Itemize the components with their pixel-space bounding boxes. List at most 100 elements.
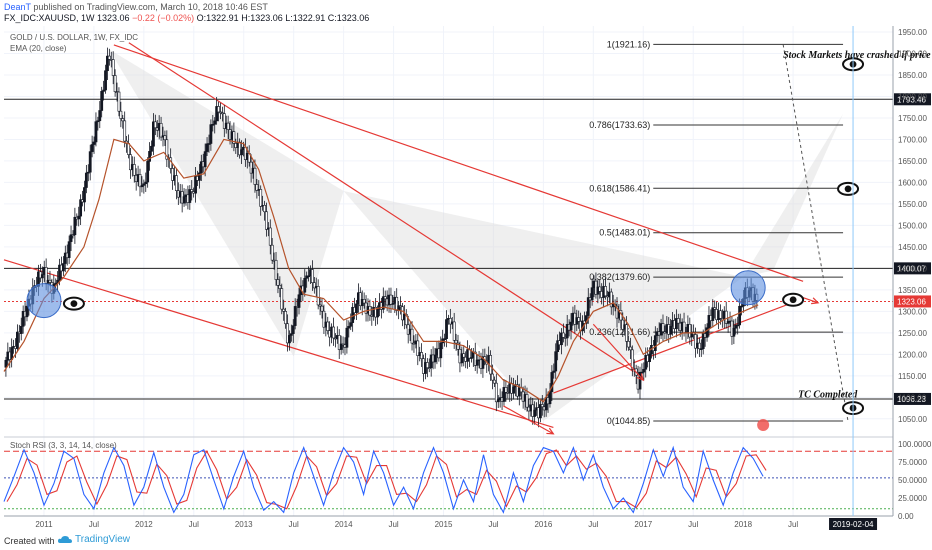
candle-body [473, 351, 477, 366]
arrow-shaft [592, 323, 644, 381]
y-tick-label: 1350.00 [898, 286, 927, 295]
trendlines [3, 42, 804, 428]
candle-body [226, 122, 230, 130]
candle-body [194, 176, 197, 194]
candle-body [107, 55, 111, 60]
candle-body [609, 291, 613, 308]
candle-body [255, 184, 259, 191]
candle-body [661, 323, 665, 332]
candle-body [410, 328, 414, 344]
candle-body [153, 121, 157, 129]
candle-body [86, 171, 90, 174]
candle-body [462, 353, 466, 358]
candle-body [316, 286, 320, 306]
candle-body [119, 110, 123, 119]
candle-body [697, 342, 701, 350]
date-badge [829, 518, 878, 530]
price-chart[interactable]: 1793.46 1400.07 1096.23 1323.06 1(1921.16) 0… [0, 26, 932, 531]
candle-body [220, 112, 224, 115]
candle-body [326, 321, 330, 331]
author-link[interactable]: DeanT [4, 2, 31, 12]
candle-body [420, 352, 424, 360]
fib-level-label: 0.618(1586.41) [589, 183, 650, 193]
candle-body [92, 141, 96, 145]
candle-body [590, 287, 594, 301]
candle-body [502, 387, 506, 402]
candle-body [711, 307, 715, 321]
level-tag-label: 1096.23 [897, 395, 926, 404]
candle-body [688, 324, 692, 338]
y-tick-label: 1200.00 [898, 350, 927, 359]
tradingview-brand[interactable]: TradingView [58, 534, 130, 545]
candle-body [100, 91, 104, 111]
candle-body [190, 189, 194, 192]
candle-body [320, 305, 324, 312]
candle-body [307, 275, 310, 278]
candle-body [644, 355, 648, 370]
publish-info: published on TradingView.com, March 10, … [33, 2, 268, 12]
candle-body [525, 394, 529, 408]
current-price-label: 1323.06 [897, 297, 926, 306]
x-tick-label: Jul [189, 520, 199, 529]
candle-body [512, 386, 515, 394]
candle-body [197, 172, 201, 181]
chart-legend: GOLD / U.S. DOLLAR, 1W, FX_IDC EMA (20, … [10, 33, 138, 450]
tradingview-cloud-icon [58, 536, 72, 543]
candle-body [653, 335, 657, 351]
candle-body [175, 175, 178, 191]
candle-body [740, 305, 743, 308]
candle-body [4, 359, 8, 368]
candle-body [171, 168, 174, 181]
candle-body [144, 181, 148, 185]
candle-body [83, 187, 86, 203]
candle-body [152, 121, 155, 147]
candle-body [538, 404, 542, 419]
candle-body [286, 323, 289, 344]
candle-body [640, 371, 644, 374]
y-tick-label: 1650.00 [898, 157, 927, 166]
y-tick-label: 1300.00 [898, 307, 927, 316]
candle-body [404, 314, 408, 326]
candle-body [638, 371, 642, 390]
candle-body [332, 326, 335, 339]
x-tick-label: Jul [788, 520, 798, 529]
candle-body [182, 196, 186, 204]
candle-body [71, 234, 75, 237]
candle-body [674, 318, 678, 330]
candle-body [468, 349, 471, 359]
candle-body [288, 335, 291, 344]
candle-body [552, 370, 556, 373]
arrow-head [636, 373, 645, 382]
candle-body [265, 211, 268, 230]
x-tick-label: Jul [388, 520, 398, 529]
candle-body [94, 121, 98, 143]
candle-body [188, 189, 192, 203]
candle-body [165, 139, 169, 160]
candle-body [127, 143, 130, 155]
candle-body [303, 278, 307, 293]
candle-body [533, 409, 537, 417]
candle-body [705, 327, 709, 338]
candle-body [454, 340, 458, 344]
osc-tick-label: 50.0000 [898, 476, 927, 485]
candle-body [719, 310, 722, 319]
candle-body [738, 305, 742, 326]
candle-body [98, 110, 102, 122]
candle-body [439, 342, 443, 359]
candle-body [629, 346, 632, 351]
candle-body [734, 324, 738, 329]
candle-body [222, 113, 226, 129]
candle-body [48, 279, 52, 283]
candle-body [554, 351, 558, 372]
candle-body [707, 315, 711, 329]
candle-body [96, 120, 100, 123]
candle-body [345, 327, 349, 348]
candle-body [297, 294, 301, 308]
fib-level-label: 0.382(1379.60) [589, 272, 650, 282]
candle-body [150, 145, 153, 152]
candle-body [232, 131, 236, 144]
candle-body [238, 141, 242, 156]
chart-annotation: Stock Markets have crashed if price come… [783, 50, 932, 61]
eye-pupil-icon [789, 296, 797, 304]
candle-body [318, 304, 322, 307]
